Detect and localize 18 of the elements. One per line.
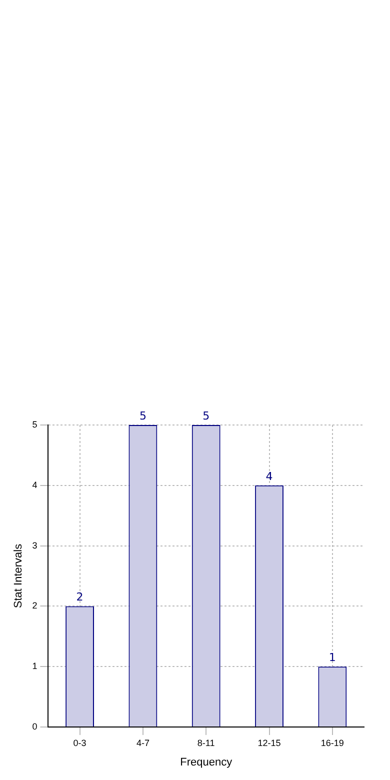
data-label: 5 [139,409,146,422]
y-tick-label: 1 [32,661,38,672]
x-axis-title: Frequency [180,756,233,768]
y-tick-label: 0 [32,721,38,732]
x-tick-label: 8-11 [197,738,215,748]
y-tick-label: 4 [32,480,38,490]
data-label: 5 [202,409,210,422]
y-tick-label: 2 [32,600,38,611]
data-label: 2 [76,590,84,604]
y-axis-title: Stat Intervals [12,543,25,608]
data-label: 1 [328,650,336,664]
x-tick-label: 12-15 [258,738,281,748]
x-tick-label: 0-3 [73,738,86,748]
x-tick-label: 4-7 [136,738,150,748]
y-tick-label: 3 [32,540,38,550]
x-tick-label: 16-19 [320,738,344,748]
y-tick-label: 5 [32,419,38,430]
data-label: 4 [266,470,273,483]
